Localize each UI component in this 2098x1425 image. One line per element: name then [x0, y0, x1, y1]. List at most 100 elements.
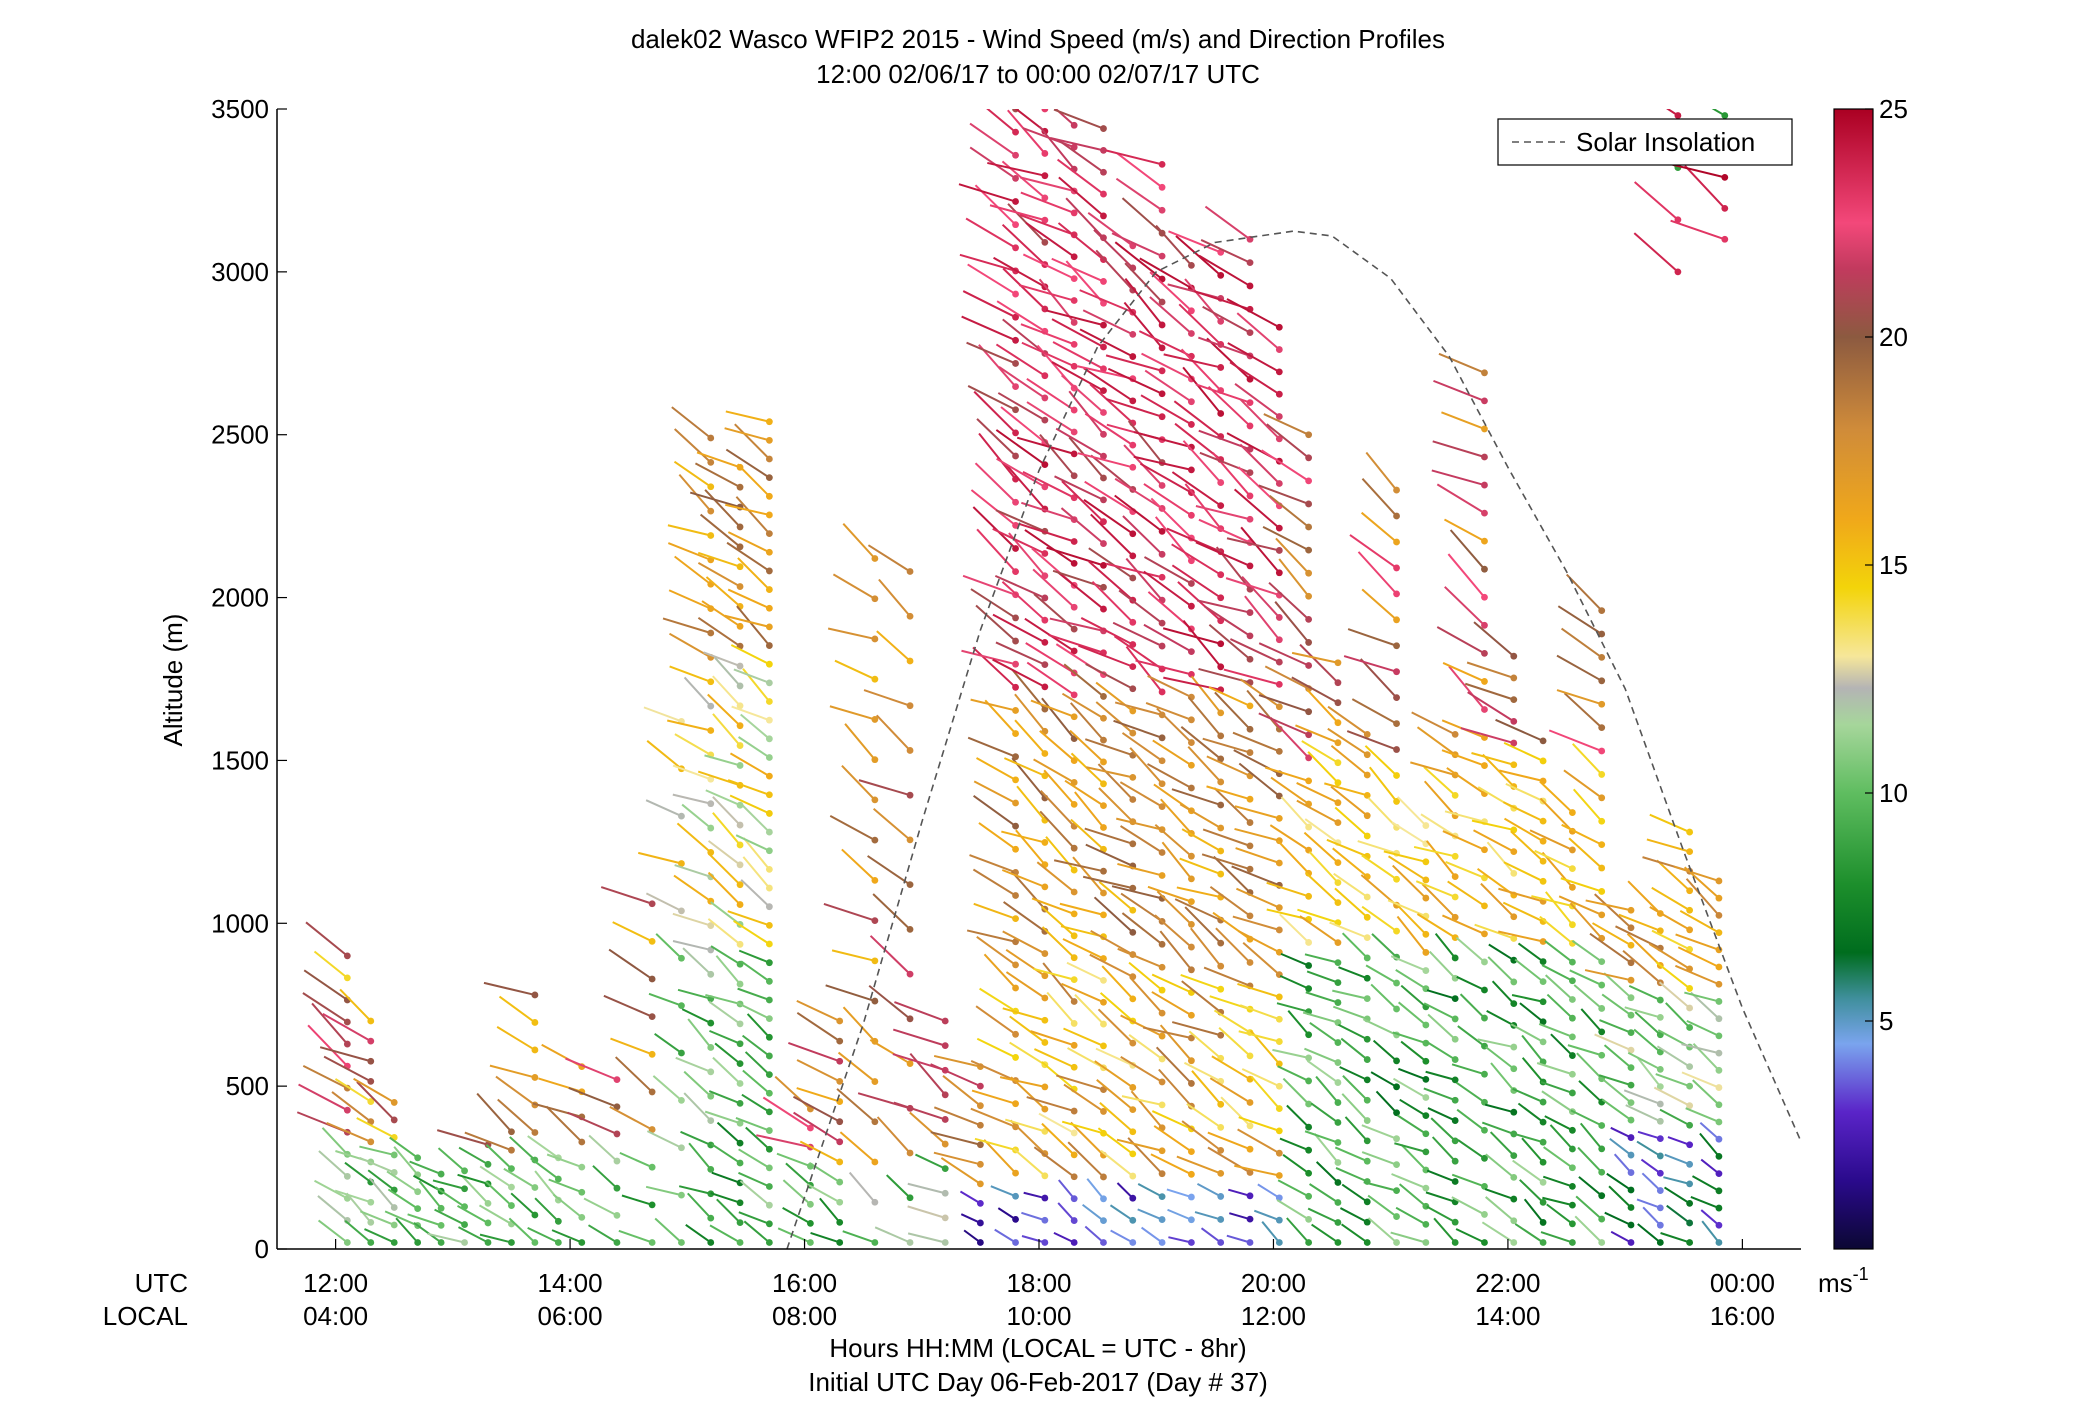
wind-barb-tip — [1100, 125, 1107, 132]
wind-barb — [709, 1029, 741, 1045]
wind-barb — [1451, 1063, 1485, 1076]
wind-barb — [1287, 1010, 1310, 1036]
wind-barb — [1309, 1183, 1339, 1204]
wind-barb — [970, 1059, 1016, 1082]
wind-barb-tip — [1275, 814, 1283, 822]
wind-barb — [1498, 887, 1544, 903]
wind-barb-tip — [765, 436, 773, 444]
wind-barb — [1135, 659, 1192, 676]
wind-barb — [1357, 551, 1398, 595]
wind-barb-tip — [1012, 406, 1019, 414]
legend-entry-solar-insolation: Solar Insolation — [1576, 127, 1755, 157]
y-tick-label: 1000 — [211, 908, 269, 938]
wind-barb-tip — [1510, 1217, 1518, 1225]
wind-barb — [1114, 477, 1163, 510]
wind-barb — [1052, 341, 1104, 370]
wind-barb-tip — [1510, 1239, 1518, 1246]
wind-barb-tip — [1510, 739, 1518, 747]
wind-barb-tip — [1129, 530, 1137, 538]
wind-barb — [305, 921, 348, 957]
wind-barb — [714, 1042, 741, 1065]
wind-barb — [1139, 462, 1192, 494]
wind-barb-tip — [1393, 927, 1400, 935]
wind-barb — [495, 1075, 536, 1106]
wind-barb-tip — [1627, 1011, 1635, 1019]
wind-barb — [298, 1083, 348, 1112]
wind-barb — [1206, 337, 1251, 380]
wind-barb-tip — [1158, 1170, 1166, 1178]
wind-barb — [682, 947, 712, 976]
wind-barb-tip — [976, 1239, 984, 1246]
wind-barb-tip — [1070, 1217, 1078, 1224]
wind-barb — [552, 1193, 583, 1219]
wind-barb-tip — [1217, 939, 1225, 947]
wind-barb — [1655, 1073, 1690, 1088]
wind-barb-tip — [1129, 906, 1137, 914]
wind-barb — [1391, 1173, 1427, 1190]
wind-barb — [464, 1131, 512, 1152]
wind-barb — [1066, 961, 1104, 982]
wind-barb — [1623, 1089, 1661, 1105]
wind-barb — [1240, 526, 1281, 574]
wind-barb — [697, 770, 741, 787]
wind-barb-tip — [1598, 817, 1606, 825]
wind-barb — [1455, 1081, 1486, 1104]
wind-barb-tip — [1627, 1029, 1635, 1037]
wind-barb-tip — [1715, 1032, 1723, 1040]
wind-barb-tip — [1569, 865, 1576, 873]
wind-barb-tip — [1539, 1178, 1547, 1186]
wind-barb — [1266, 423, 1310, 459]
wind-barb-tip — [1217, 870, 1225, 878]
wind-barb — [1566, 573, 1603, 612]
wind-barb-tip — [736, 980, 744, 988]
wind-barb — [1094, 1060, 1134, 1089]
wind-barb — [1039, 730, 1075, 762]
wind-barb — [972, 506, 1017, 550]
wind-barb-tip — [1686, 1121, 1694, 1129]
wind-barb-tip — [1393, 979, 1400, 987]
wind-barb-tip — [1305, 1146, 1313, 1154]
wind-barb-tip — [1100, 212, 1107, 220]
wind-barb — [1095, 249, 1134, 291]
wind-barb — [685, 1223, 712, 1244]
wind-barb — [1601, 993, 1632, 1016]
wind-barb — [1111, 232, 1163, 258]
wind-barb — [1166, 527, 1222, 553]
wind-barb-tip — [578, 1188, 586, 1196]
wind-barb — [654, 1032, 683, 1054]
wind-barb-tip — [1100, 561, 1107, 569]
wind-barb — [1466, 661, 1515, 679]
wind-barb-tip — [1246, 422, 1254, 430]
wind-barb-tip — [1627, 976, 1635, 984]
wind-barb — [1411, 711, 1456, 736]
y-tick-label: 2500 — [211, 420, 269, 450]
wind-barb-tip — [1012, 1100, 1019, 1108]
wind-barb-tip — [1100, 693, 1107, 700]
wind-barb — [1039, 126, 1075, 170]
wind-barb — [674, 428, 712, 464]
wind-barb-tip — [390, 1151, 398, 1159]
wind-barb-tip — [707, 1214, 715, 1222]
wind-barb — [1610, 1126, 1632, 1139]
wind-barb-tip — [1041, 1105, 1049, 1113]
wind-barb-tip — [1188, 1011, 1195, 1019]
x-tick-label-utc: 16:00 — [772, 1268, 837, 1298]
wind-barb-tip — [1451, 730, 1459, 738]
wind-barb-tip — [1041, 394, 1049, 402]
wind-barb — [1482, 753, 1515, 788]
wind-barb — [1120, 1056, 1163, 1083]
wind-barb — [1150, 497, 1193, 539]
wind-barb — [1129, 747, 1163, 785]
wind-barb — [1347, 628, 1397, 647]
wind-barb — [1315, 1161, 1339, 1184]
wind-barb-tip — [1012, 360, 1019, 367]
wind-barb-tip — [1012, 151, 1019, 159]
wind-barb-tip — [765, 418, 773, 426]
wind-barb-tip — [578, 1213, 586, 1221]
wind-barb — [785, 1162, 812, 1186]
wind-barb — [1485, 1046, 1515, 1070]
wind-barb-tip — [1129, 618, 1137, 626]
wind-barb-tip — [765, 679, 773, 687]
wind-barb — [1426, 1169, 1456, 1183]
wind-barb — [1211, 1055, 1251, 1081]
